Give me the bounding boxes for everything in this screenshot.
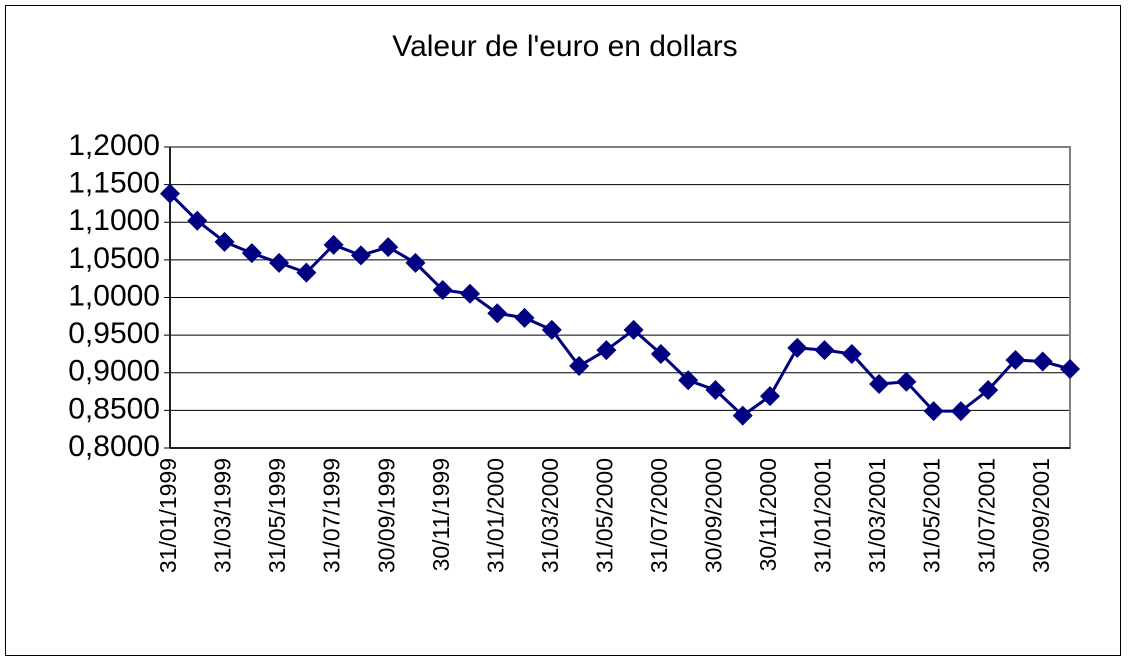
x-tick-label: 31/05/2000 (591, 458, 617, 573)
marker (950, 401, 971, 422)
marker (1060, 358, 1080, 379)
x-tick-label: 30/11/1999 (428, 458, 454, 571)
marker (460, 283, 480, 304)
marker (432, 279, 453, 300)
marker (569, 355, 590, 376)
marker (405, 252, 426, 273)
marker (187, 210, 208, 231)
x-tick-label: 31/05/1999 (264, 458, 290, 573)
marker (923, 401, 944, 422)
marker (378, 237, 399, 258)
marker (596, 340, 617, 361)
line (168, 192, 1071, 418)
y-tick-label: 1,0000 (68, 279, 160, 312)
x-tick-label: 30/09/1999 (373, 458, 399, 573)
x-tick-label: 31/07/2001 (973, 458, 999, 573)
marker (978, 380, 999, 401)
marker (732, 405, 753, 426)
marker (241, 243, 262, 264)
marker (623, 319, 644, 340)
marker (269, 252, 290, 273)
x-tick-label: 31/03/1999 (210, 458, 236, 573)
marker (1032, 351, 1053, 372)
x-tick-label: 31/07/1999 (319, 458, 345, 573)
x-tick-label: 30/09/2000 (701, 458, 727, 573)
marker (350, 245, 371, 266)
chart-title: Valeur de l'euro en dollars (392, 30, 737, 63)
y-tick-label: 1,1500 (68, 167, 160, 200)
marker (841, 343, 862, 364)
marker (760, 386, 780, 407)
y-tick-label: 0,8000 (68, 430, 160, 463)
marker (705, 380, 726, 401)
x-tick-label: 31/05/2001 (919, 458, 945, 573)
marker (487, 303, 508, 324)
marker (160, 183, 180, 204)
chart-border (5, 5, 1121, 656)
x-tick-label: 31/01/1999 (155, 458, 181, 573)
x-tick-label: 31/01/2001 (810, 458, 836, 573)
x-tick-label: 31/03/2000 (537, 458, 563, 573)
marker (214, 231, 235, 252)
marker (296, 262, 317, 283)
y-tick-label: 0,8500 (68, 392, 160, 425)
marker (869, 374, 890, 395)
marker (678, 370, 699, 391)
marker (814, 340, 835, 361)
y-tick-label: 0,9000 (68, 355, 160, 388)
y-tick-label: 1,0500 (68, 242, 160, 275)
x-tick-label: 31/07/2000 (646, 458, 672, 573)
marker (1005, 349, 1026, 370)
marker (896, 371, 917, 392)
x-tick-label: 31/03/2001 (864, 458, 890, 573)
x-tick-label: 31/01/2000 (482, 458, 508, 573)
y-tick-label: 1,1000 (68, 204, 160, 237)
y-tick-label: 0,9500 (68, 317, 160, 350)
marker (541, 319, 562, 340)
x-tick-label: 30/09/2001 (1028, 458, 1054, 573)
y-tick-label: 1,2000 (68, 129, 160, 162)
marker (787, 337, 808, 358)
marker (323, 234, 344, 255)
marker (650, 343, 671, 364)
x-tick-label: 30/11/2000 (755, 458, 781, 571)
marker (514, 307, 535, 328)
